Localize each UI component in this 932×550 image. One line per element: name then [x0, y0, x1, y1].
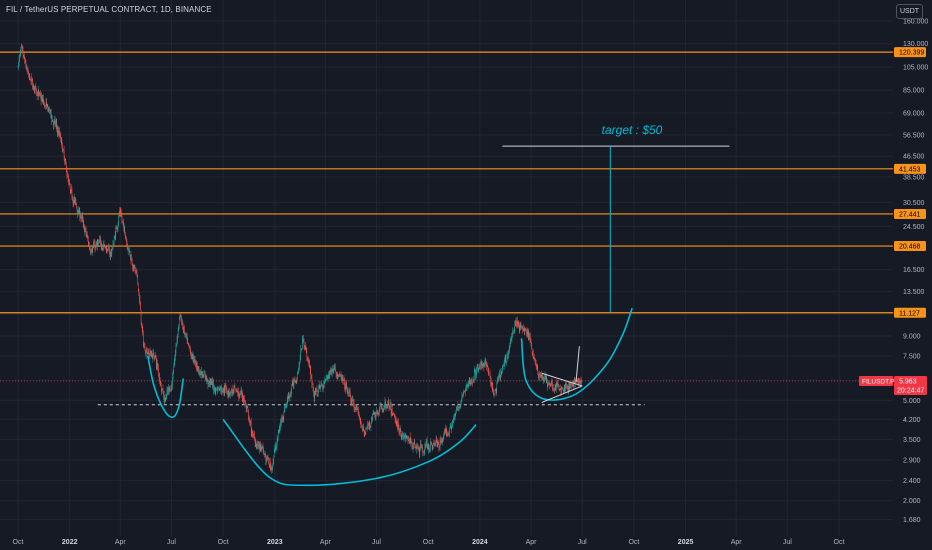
level-price-tag-label: 11.127: [899, 310, 920, 317]
price-axis-tick-label: 16.500: [903, 267, 925, 274]
time-axis-tick-label: Jul: [783, 539, 792, 546]
grid-lines: [0, 0, 893, 536]
level-price-tag: [894, 241, 926, 252]
price-axis-tick-label: 2.900: [903, 457, 921, 464]
time-axis-tick-label: Oct: [13, 539, 24, 546]
time-axis-tick-label: Oct: [628, 539, 639, 546]
drawings[interactable]: [147, 307, 633, 487]
time-axis-tick-label: 2025: [678, 539, 694, 546]
time-axis: Oct 2022 Apr Jul Oct 2023 Apr Jul Oct 2024 Apr Jul O…: [13, 539, 845, 546]
horizontal-levels[interactable]: [0, 51, 893, 406]
chart-title: FIL / TetherUS PERPETUAL CONTRACT, 1D, B…: [6, 5, 212, 14]
cup-right-curve[interactable]: [520, 307, 633, 401]
current-price-tag: [894, 376, 927, 396]
time-axis-tick-label: Oct: [218, 539, 229, 546]
price-axis-tick-label: 56.500: [903, 132, 925, 139]
price-axis-panel[interactable]: [893, 22, 932, 550]
time-axis-tick-label: Jul: [372, 539, 381, 546]
level-price-tag-label: 20.468: [899, 244, 921, 251]
time-axis-tick-label: Apr: [320, 539, 332, 546]
level-price-tag-label: 120.399: [899, 50, 924, 57]
cup-bottom-curve[interactable]: [222, 418, 477, 487]
price-axis-tick-label: 1.680: [903, 517, 921, 524]
triangle-bottom-line[interactable]: [541, 385, 583, 403]
level-price-tag: [894, 307, 926, 318]
symbol-price-tag: [859, 376, 893, 387]
currency-button[interactable]: USDT: [896, 4, 923, 19]
level-price-tag-label: 27.441: [899, 211, 921, 218]
price-axis-tick-label: 160.000: [903, 19, 928, 26]
time-axis-tick-label: Jul: [578, 539, 587, 546]
price-axis-tick-label: 69.000: [903, 111, 925, 118]
price-tags: 120.399 41.453 27.441 20.468 11.127 FILUSDT.P…: [859, 47, 927, 396]
level-price-tag: [894, 163, 926, 174]
level-price-tag-label: 41.453: [899, 166, 921, 173]
time-axis-tick-label: Oct: [834, 539, 845, 546]
time-axis-tick-label: 2023: [267, 539, 283, 546]
price-axis-tick-label: 7.500: [903, 353, 921, 360]
time-axis-tick-label: 2024: [472, 539, 488, 546]
cup-left-curve[interactable]: [147, 355, 184, 418]
price-axis-tick-label: 105.000: [903, 65, 928, 72]
time-axis-panel[interactable]: [0, 536, 893, 550]
current-price-label: 5.963: [899, 379, 917, 386]
price-axis-tick-label: 46.500: [903, 154, 925, 161]
price-axis-tick-label: 2.000: [903, 498, 921, 505]
price-axis-tick-label: 85.000: [903, 88, 925, 95]
price-axis-tick-label: 24.500: [903, 224, 925, 231]
countdown-label: 20:24:47: [897, 388, 924, 395]
price-axis-tick-label: 3.500: [903, 437, 921, 444]
price-axis-tick-label: 13.500: [903, 289, 925, 296]
price-axis-tick-label: 4.200: [903, 417, 921, 424]
time-axis-tick-label: 2022: [62, 539, 78, 546]
candles: [17, 43, 582, 474]
breakout-arrow-line[interactable]: [575, 346, 580, 383]
triangle-top-line[interactable]: [541, 372, 583, 387]
symbol-price-tag-label: FILUSDT.P: [862, 379, 895, 386]
price-axis-tick-label: 130.000: [903, 41, 928, 48]
price-axis-tick-label: 30.500: [903, 200, 925, 207]
target-group[interactable]: target : $50: [502, 123, 730, 313]
time-axis-tick-label: Apr: [115, 539, 127, 546]
level-price-tag: [894, 208, 926, 219]
level-price-tag: [894, 47, 926, 58]
price-axis-tick-label: 5.000: [903, 398, 921, 405]
time-axis-tick-label: Apr: [526, 539, 538, 546]
price-axis-tick-label: 38.500: [903, 174, 925, 181]
target-annotation: target : $50: [602, 123, 663, 137]
price-axis-tick-label: 9.000: [903, 333, 921, 340]
price-axis-tick-label: 2.400: [903, 478, 921, 485]
time-axis-tick-label: Apr: [731, 539, 743, 546]
time-axis-tick-label: Oct: [423, 539, 434, 546]
time-axis-tick-label: Jul: [167, 539, 176, 546]
